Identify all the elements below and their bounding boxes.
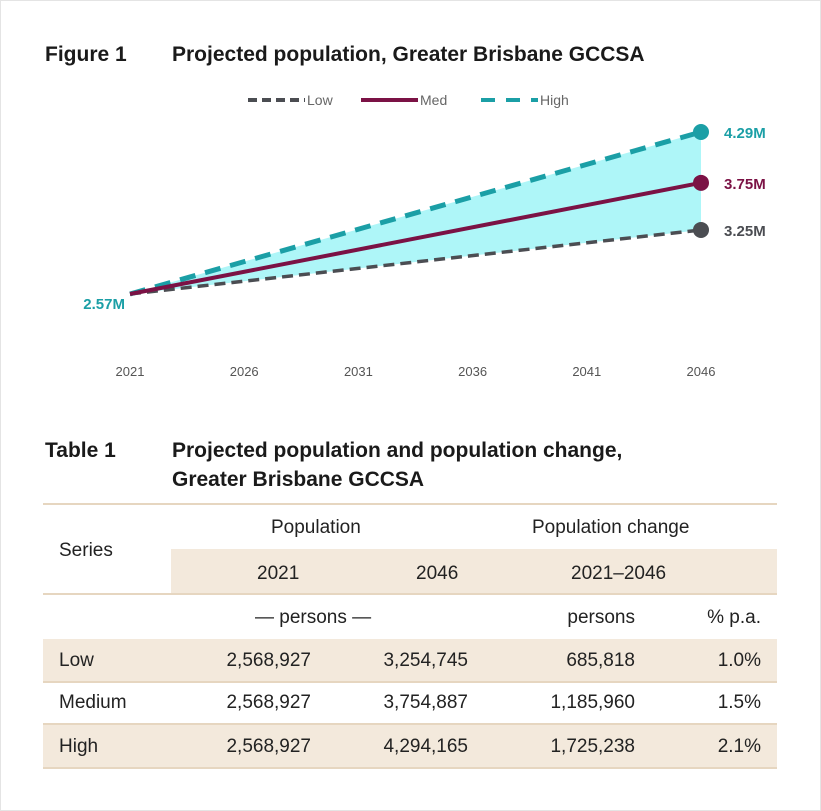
series-line-high [129, 129, 702, 297]
series-line-low [129, 228, 702, 296]
cell-change: 1,185,960 [550, 692, 635, 713]
cell-p2021: 2,568,927 [226, 650, 311, 671]
x-tick-label: 2041 [572, 364, 601, 379]
end-label-med: 3.75M [724, 176, 766, 193]
header-persons-span: — persons — [255, 607, 372, 628]
figure-title: Projected population, Greater Brisbane G… [172, 43, 645, 66]
x-tick-label: 2026 [230, 364, 259, 379]
figure-label: Figure 1 [45, 43, 127, 66]
table-label: Table 1 [45, 439, 116, 462]
legend-label-med: Med [420, 92, 447, 108]
header-2021: 2021 [257, 563, 300, 584]
cell-p2046: 3,254,745 [383, 650, 468, 671]
legend-label-low: Low [307, 92, 334, 108]
cell-series: Medium [59, 692, 127, 713]
row-shade [43, 725, 777, 767]
cell-p2021: 2,568,927 [226, 736, 311, 757]
header-population: Population [271, 517, 361, 538]
end-point-low [693, 221, 709, 238]
cell-change: 1,725,238 [550, 736, 635, 757]
cell-change: 685,818 [566, 650, 635, 671]
end-point-high [693, 123, 709, 140]
table-rule [43, 723, 777, 725]
cell-pct: 2.1% [717, 736, 761, 757]
start-label: 2.57M [83, 296, 125, 313]
header-pct: % p.a. [707, 607, 761, 628]
table-title-line2: Greater Brisbane GCCSA [172, 468, 425, 491]
cell-p2021: 2,568,927 [226, 692, 311, 713]
header-persons: persons [567, 607, 635, 628]
population-chart: 3.25M 3.75M 4.29M 2.57M 2021 2026 2031 2036 2041… [83, 92, 766, 379]
header-population-change: Population change [532, 517, 690, 538]
table-rule [43, 593, 777, 595]
cell-pct: 1.5% [717, 692, 761, 713]
series-line-med [129, 180, 702, 296]
cell-series: High [59, 736, 99, 757]
end-label-low: 3.25M [724, 223, 766, 240]
legend-label-high: High [540, 92, 569, 108]
end-point-med [693, 174, 709, 191]
table-rule [43, 503, 777, 505]
x-tick-label: 2046 [687, 364, 716, 379]
header-2046: 2046 [416, 563, 459, 584]
x-tick-label: 2036 [458, 364, 487, 379]
header-shade [171, 549, 777, 593]
x-tick-label: 2031 [344, 364, 373, 379]
cell-p2046: 4,294,165 [383, 736, 468, 757]
table-rule [43, 767, 777, 769]
table-rule [43, 681, 777, 683]
header-series: Series [59, 540, 113, 561]
x-tick-label: 2021 [116, 364, 145, 379]
cell-series: Low [59, 650, 94, 671]
header-range: 2021–2046 [571, 563, 667, 584]
row-shade [43, 639, 777, 681]
cell-p2046: 3,754,887 [383, 692, 468, 713]
cell-pct: 1.0% [717, 650, 761, 671]
end-label-high: 4.29M [724, 125, 766, 142]
table-title-line1: Projected population and population chan… [172, 439, 623, 462]
